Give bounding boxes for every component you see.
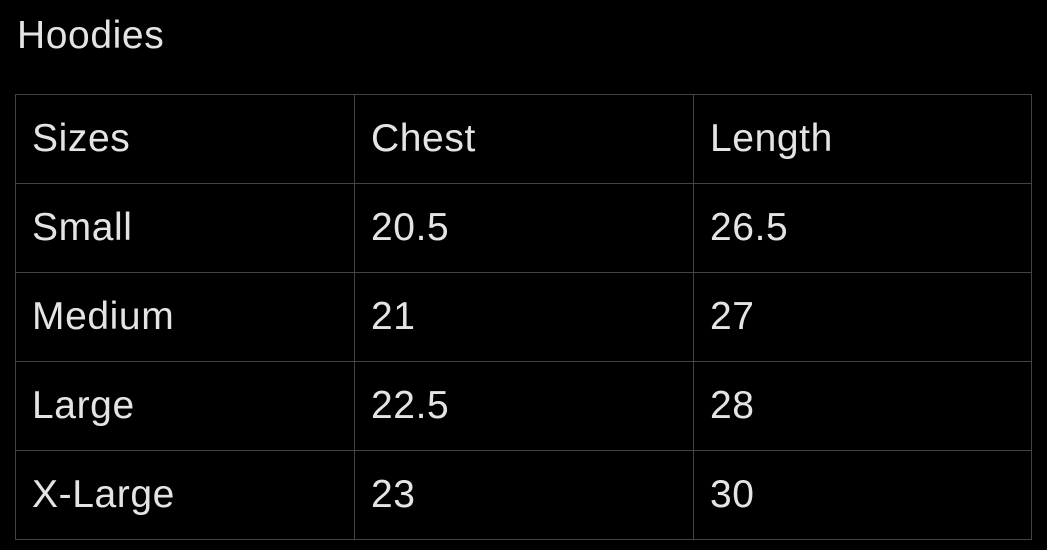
cell-size: Medium (15, 272, 355, 362)
cell-chest: 22.5 (354, 361, 694, 451)
table-row: Large 22.5 28 (15, 361, 1032, 451)
header-length: Length (693, 94, 1032, 184)
table-row: Small 20.5 26.5 (15, 183, 1032, 273)
cell-size: Small (15, 183, 355, 273)
table-row: Medium 21 27 (15, 272, 1032, 362)
cell-length: 27 (693, 272, 1032, 362)
header-chest: Chest (354, 94, 694, 184)
cell-length: 30 (693, 450, 1032, 540)
cell-chest: 20.5 (354, 183, 694, 273)
page-title: Hoodies (17, 14, 165, 57)
header-sizes: Sizes (15, 94, 355, 184)
table-header-row: Sizes Chest Length (15, 94, 1032, 184)
cell-size: Large (15, 361, 355, 451)
cell-length: 26.5 (693, 183, 1032, 273)
cell-length: 28 (693, 361, 1032, 451)
cell-chest: 23 (354, 450, 694, 540)
cell-chest: 21 (354, 272, 694, 362)
table-row: X-Large 23 30 (15, 450, 1032, 540)
size-chart-table: Sizes Chest Length Small 20.5 26.5 Mediu… (15, 94, 1032, 540)
cell-size: X-Large (15, 450, 355, 540)
